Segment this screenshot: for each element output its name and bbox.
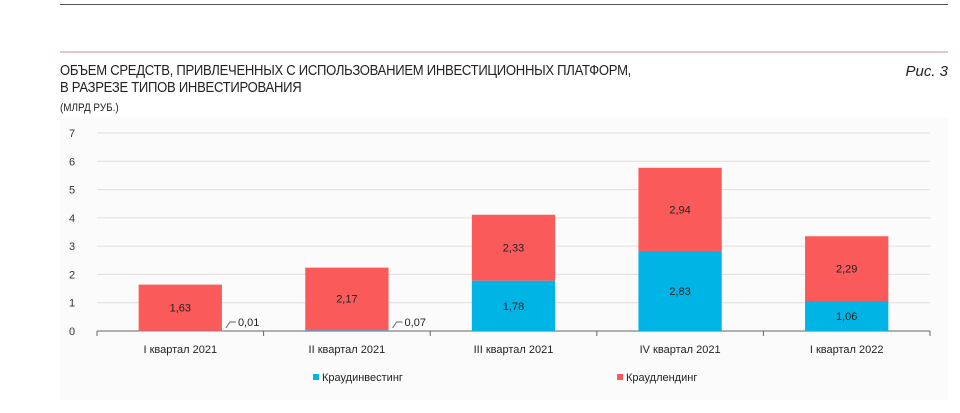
data-label-leader — [392, 321, 403, 329]
bar-crowdinvesting — [305, 329, 389, 331]
data-label: 2,83 — [669, 286, 690, 298]
title-line-2: В РАЗРЕЗЕ ТИПОВ ИНВЕСТИРОВАНИЯ — [60, 80, 302, 96]
data-label: 2,33 — [503, 243, 524, 255]
units-label: (МЛРД РУБ.) — [60, 102, 119, 114]
y-tick-label: 6 — [69, 156, 75, 168]
y-tick-label: 0 — [69, 326, 75, 338]
x-tick-label: IV квартал 2021 — [640, 344, 721, 356]
data-label: 0,07 — [405, 317, 426, 329]
bar-crowdinvesting — [805, 301, 889, 331]
bar-crowdlending — [805, 236, 889, 302]
data-label: 1,06 — [836, 311, 857, 323]
bar-crowdinvesting — [638, 250, 722, 331]
bar-crowdinvesting — [471, 280, 556, 331]
data-label: 2,29 — [836, 264, 857, 276]
title-line-1: ОБЪЕМ СРЕДСТВ, ПРИВЛЕЧЕННЫХ С ИСПОЛЬЗОВА… — [60, 63, 632, 79]
legend-swatch-0 — [313, 374, 319, 380]
y-tick-label: 7 — [69, 128, 75, 140]
bar-crowdlending — [471, 214, 556, 281]
data-label-leader — [225, 321, 236, 329]
section-rule — [60, 51, 948, 53]
legend-label: Краудлендинг — [626, 372, 697, 384]
data-label: 2,17 — [336, 293, 357, 305]
chart-title: ОБЪЕМ СРЕДСТВ, ПРИВЛЕЧЕННЫХ С ИСПОЛЬЗОВА… — [60, 63, 631, 97]
bar-crowdlending — [138, 284, 222, 331]
data-label: 1,63 — [170, 303, 191, 315]
y-tick-label: 1 — [69, 298, 75, 310]
y-tick-label: 4 — [69, 213, 75, 225]
legend-label: Краудинвестинг — [322, 372, 403, 384]
x-tick-label: II квартал 2021 — [309, 344, 386, 356]
top-divider — [60, 4, 948, 5]
legend-swatch-1 — [617, 374, 623, 380]
x-tick-label: III квартал 2021 — [474, 344, 554, 356]
y-tick-label: 5 — [69, 185, 75, 197]
data-label: 0,01 — [238, 317, 259, 329]
figure-label: Рис. 3 — [905, 63, 948, 80]
y-tick-label: 2 — [69, 269, 75, 281]
bar-crowdlending — [305, 267, 389, 330]
x-tick-label: I квартал 2021 — [143, 344, 217, 356]
data-label: 2,94 — [669, 204, 690, 216]
bar-crowdinvesting — [138, 330, 222, 332]
data-label: 1,78 — [503, 301, 524, 313]
x-tick-label: I квартал 2022 — [810, 344, 884, 356]
bar-crowdlending — [638, 167, 722, 251]
y-tick-label: 3 — [69, 241, 75, 253]
